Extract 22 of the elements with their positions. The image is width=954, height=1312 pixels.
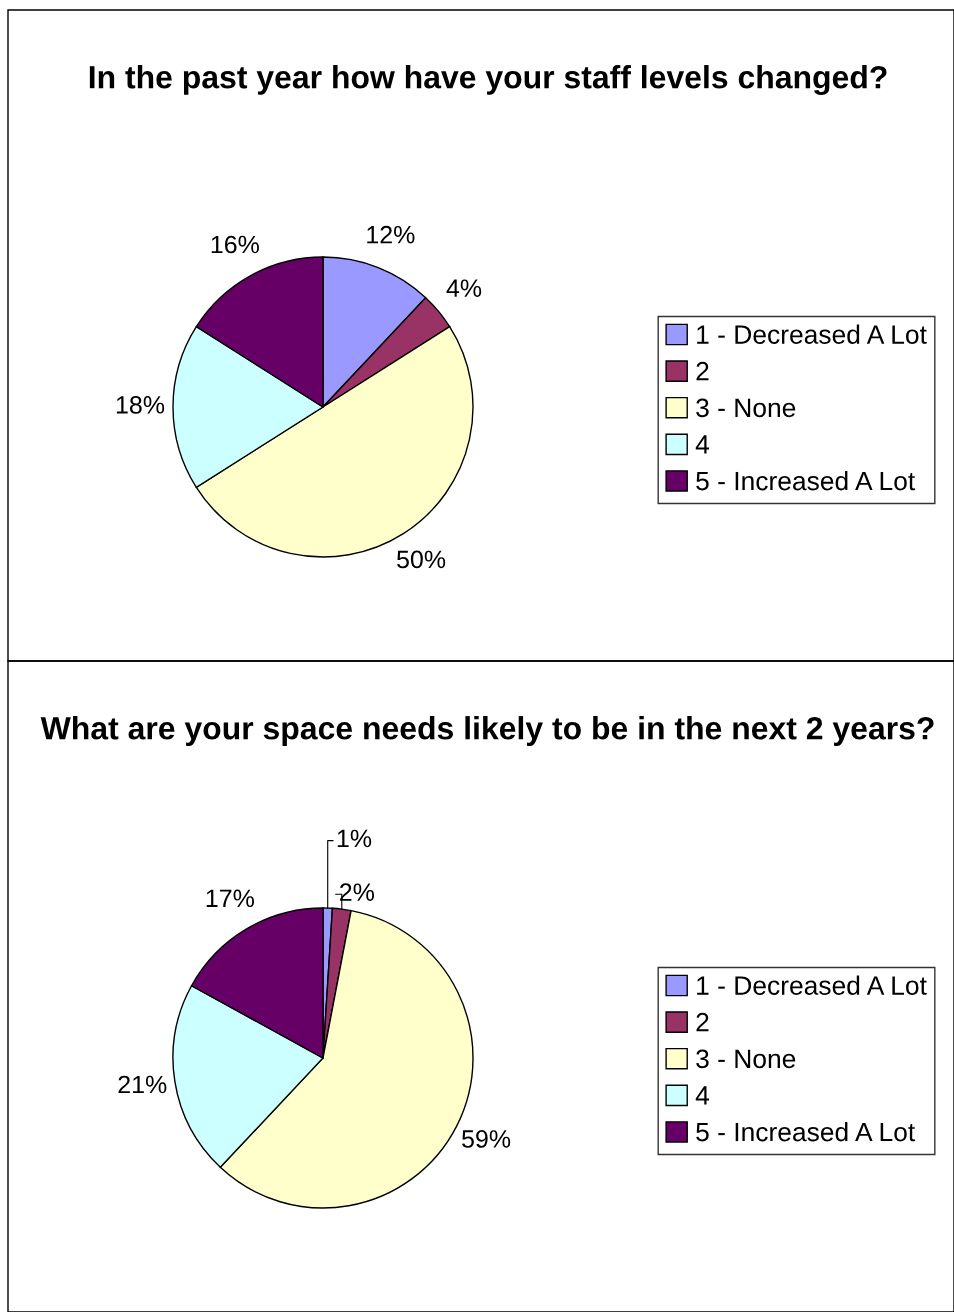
legend-label: 2 [696,1012,709,1032]
legend-label: 1 - Decreased A Lot [697,975,927,995]
data-label: 1% [337,829,372,848]
data-label: 17% [206,889,254,908]
data-label: 2% [340,883,374,901]
chart-title: In the past year how have your staff levels changed? [89,65,887,95]
legend-label: 4 [695,435,710,454]
legend-label: 4 [695,1086,710,1105]
legend-label: 2 [696,361,709,381]
data-label: 50% [397,550,446,569]
legend-label: 5 - Increased A Lot [696,1122,916,1142]
chart-title: What are your space needs likely to be in the next 2 years? [40,716,934,746]
legend-label: 5 - Increased A Lot [696,471,916,491]
data-label: 4% [446,279,482,297]
data-label: 18% [116,396,165,414]
legend-label: 1 - Decreased A Lot [697,324,927,344]
legend-label: 3 - None [696,398,796,418]
data-label: 21% [118,1075,167,1094]
data-label: 16% [211,235,259,254]
data-label: 59% [462,1130,511,1148]
legend-label: 3 - None [696,1049,796,1069]
data-label: 12% [367,225,415,244]
